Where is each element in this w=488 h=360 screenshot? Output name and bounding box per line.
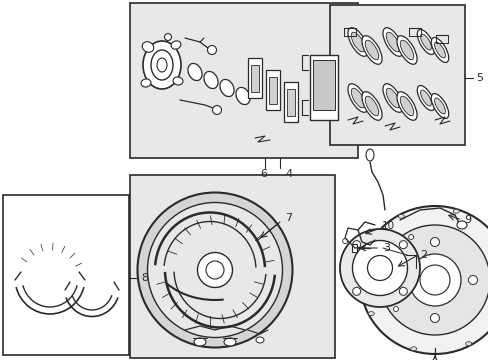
- Ellipse shape: [203, 71, 218, 89]
- Ellipse shape: [359, 206, 488, 354]
- Ellipse shape: [361, 36, 381, 64]
- Ellipse shape: [164, 33, 171, 40]
- Bar: [329, 5, 464, 145]
- Bar: [250, 65, 259, 92]
- Bar: [284, 82, 297, 122]
- Ellipse shape: [365, 96, 378, 116]
- Ellipse shape: [352, 287, 360, 295]
- Ellipse shape: [456, 221, 466, 229]
- Ellipse shape: [342, 239, 347, 244]
- Ellipse shape: [220, 80, 234, 96]
- Ellipse shape: [416, 86, 434, 111]
- Ellipse shape: [205, 261, 224, 279]
- Ellipse shape: [363, 257, 368, 261]
- Bar: [3, 195, 129, 355]
- Ellipse shape: [352, 241, 360, 249]
- Ellipse shape: [468, 275, 476, 284]
- Ellipse shape: [419, 265, 449, 295]
- Ellipse shape: [365, 149, 373, 161]
- Ellipse shape: [142, 42, 153, 52]
- Ellipse shape: [350, 32, 364, 52]
- Ellipse shape: [347, 28, 367, 56]
- Bar: [130, 3, 357, 158]
- Text: 7: 7: [285, 213, 291, 223]
- Ellipse shape: [137, 193, 292, 347]
- Ellipse shape: [367, 312, 373, 316]
- Bar: [286, 89, 294, 116]
- Bar: [247, 58, 262, 98]
- Ellipse shape: [429, 238, 439, 247]
- Ellipse shape: [224, 338, 236, 346]
- Ellipse shape: [141, 79, 151, 87]
- Ellipse shape: [396, 92, 416, 120]
- Text: 10: 10: [381, 221, 394, 231]
- Ellipse shape: [350, 88, 364, 108]
- Bar: [351, 244, 356, 252]
- Ellipse shape: [147, 202, 282, 338]
- Ellipse shape: [382, 28, 402, 56]
- Text: 4: 4: [285, 169, 291, 179]
- Text: 2: 2: [419, 250, 426, 260]
- Ellipse shape: [408, 234, 413, 239]
- Ellipse shape: [256, 337, 264, 343]
- Ellipse shape: [386, 88, 399, 108]
- Ellipse shape: [398, 214, 404, 218]
- Ellipse shape: [400, 40, 413, 60]
- Ellipse shape: [157, 58, 167, 72]
- Ellipse shape: [416, 30, 434, 54]
- Ellipse shape: [420, 90, 430, 106]
- Text: 5: 5: [475, 73, 482, 83]
- Ellipse shape: [420, 34, 430, 50]
- Ellipse shape: [393, 306, 398, 311]
- Ellipse shape: [207, 45, 216, 54]
- Ellipse shape: [171, 41, 181, 49]
- Ellipse shape: [452, 209, 458, 213]
- Ellipse shape: [392, 275, 401, 284]
- Ellipse shape: [386, 32, 399, 52]
- Ellipse shape: [434, 42, 445, 58]
- Bar: [268, 77, 276, 104]
- Ellipse shape: [347, 84, 367, 112]
- Ellipse shape: [236, 87, 249, 104]
- Ellipse shape: [408, 254, 460, 306]
- Ellipse shape: [396, 36, 416, 64]
- Ellipse shape: [151, 50, 173, 80]
- Ellipse shape: [173, 77, 183, 85]
- Text: 3: 3: [382, 243, 389, 253]
- Ellipse shape: [365, 40, 378, 60]
- Ellipse shape: [367, 256, 392, 280]
- Bar: [312, 60, 334, 110]
- Ellipse shape: [352, 240, 407, 296]
- Ellipse shape: [361, 92, 381, 120]
- Text: 8: 8: [141, 273, 148, 283]
- Text: 6: 6: [260, 169, 266, 179]
- Ellipse shape: [382, 84, 402, 112]
- Ellipse shape: [429, 314, 439, 323]
- Bar: [309, 55, 337, 120]
- Ellipse shape: [142, 41, 181, 89]
- Ellipse shape: [430, 37, 448, 63]
- Ellipse shape: [430, 94, 448, 118]
- Bar: [265, 70, 280, 110]
- Ellipse shape: [212, 105, 221, 114]
- Ellipse shape: [399, 241, 407, 249]
- Ellipse shape: [197, 252, 232, 288]
- Ellipse shape: [339, 229, 419, 307]
- Bar: [130, 175, 334, 358]
- Ellipse shape: [400, 96, 413, 116]
- Ellipse shape: [379, 225, 488, 335]
- Ellipse shape: [187, 63, 202, 81]
- Ellipse shape: [399, 287, 407, 295]
- Ellipse shape: [434, 98, 445, 114]
- Text: 9: 9: [463, 215, 470, 225]
- Ellipse shape: [194, 338, 205, 346]
- Ellipse shape: [410, 347, 416, 351]
- Ellipse shape: [465, 342, 470, 346]
